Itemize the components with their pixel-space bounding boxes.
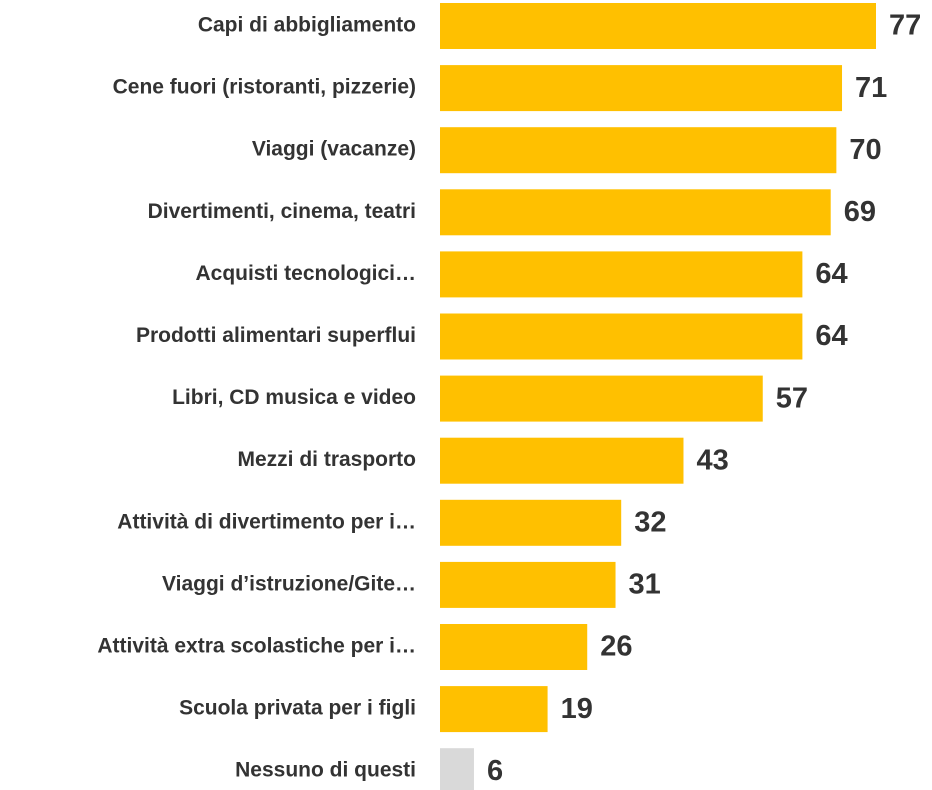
category-label: Prodotti alimentari superflui [136, 324, 416, 347]
bar [440, 313, 803, 360]
category-label: Scuola privata per i figli [179, 697, 416, 720]
bar [440, 65, 843, 112]
value-label: 43 [696, 444, 728, 476]
value-label: 69 [844, 196, 876, 228]
bar [440, 748, 474, 790]
bar [440, 189, 831, 236]
category-label: Attività di divertimento per i… [117, 510, 416, 533]
value-label: 6 [487, 755, 503, 787]
bar [440, 561, 616, 608]
value-label: 71 [855, 72, 887, 104]
category-label: Viaggi d’istruzione/Gite… [162, 572, 416, 595]
value-label: 77 [889, 10, 921, 42]
value-label: 64 [815, 258, 847, 290]
category-label: Mezzi di trasporto [237, 448, 416, 471]
bar [440, 3, 876, 49]
value-label: 64 [815, 320, 847, 352]
value-label: 57 [776, 382, 808, 414]
value-label: 70 [849, 134, 881, 166]
bar [440, 686, 548, 733]
value-label: 26 [600, 631, 632, 663]
category-label: Divertimenti, cinema, teatri [148, 200, 416, 223]
category-label: Nessuno di questi [235, 759, 416, 782]
bar [440, 499, 622, 546]
bar [440, 251, 803, 298]
category-label: Cene fuori (ristoranti, pizzerie) [113, 76, 416, 99]
category-label: Attività extra scolastiche per i… [97, 635, 416, 658]
value-label: 19 [561, 693, 593, 725]
value-label: 32 [634, 506, 666, 538]
category-label: Acquisti tecnologici… [195, 262, 416, 285]
bar [440, 437, 684, 484]
bar [440, 375, 763, 422]
bar [440, 624, 588, 670]
category-label: Libri, CD musica e video [172, 386, 416, 409]
category-label: Viaggi (vacanze) [252, 138, 416, 161]
bar [440, 127, 837, 174]
category-label: Capi di abbigliamento [198, 14, 416, 37]
value-label: 31 [629, 569, 661, 601]
